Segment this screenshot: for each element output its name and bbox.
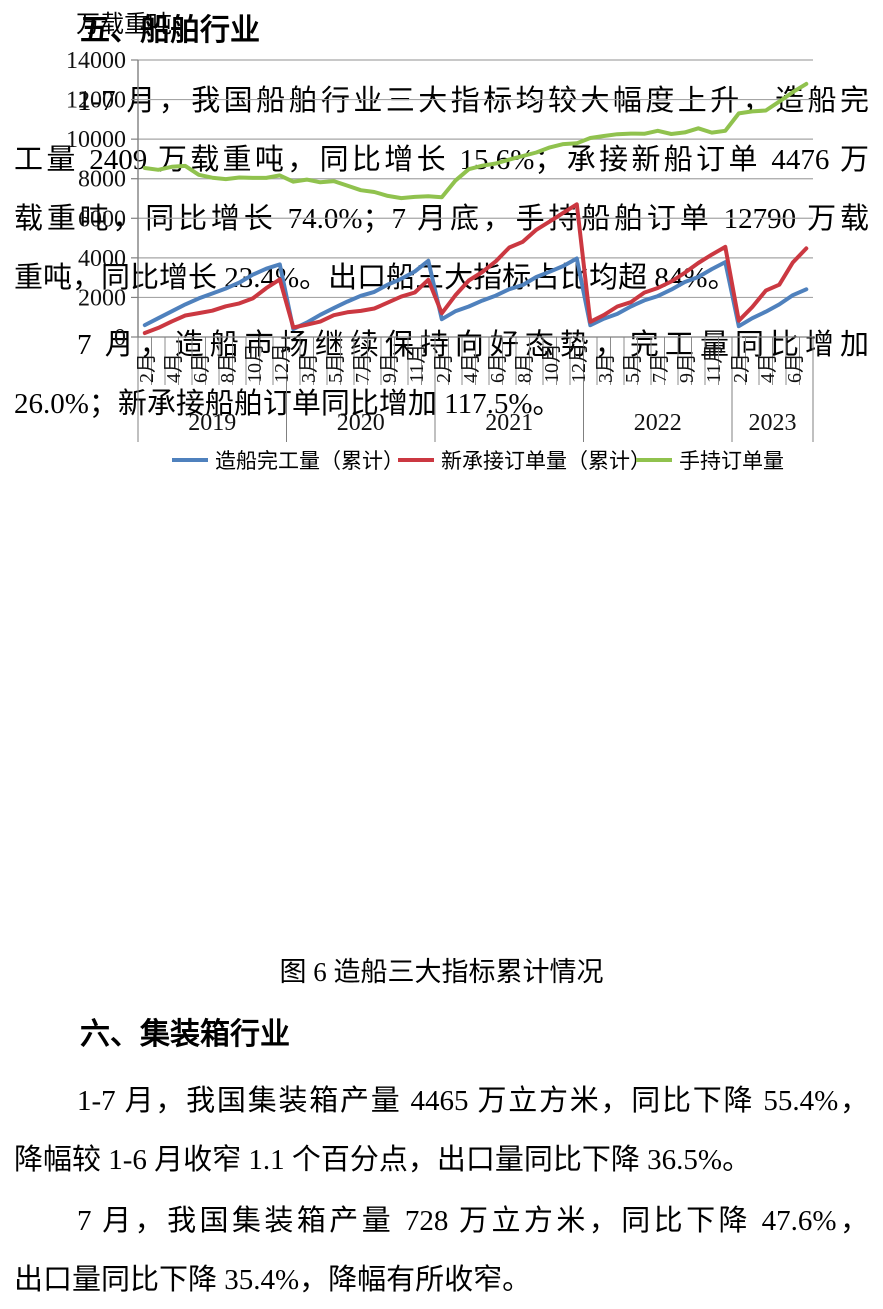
legend-line-swatch [172,458,208,462]
series-line-1 [142,202,809,335]
section-heading-container: 六、集装箱行业 [80,1018,290,1051]
series-line-2 [142,81,809,201]
x-axis-month-label: 7月 [649,353,671,383]
y-axis-label: 14000 [66,48,126,74]
y-axis-label: 6000 [78,206,126,232]
x-axis-month-label: 12月 [568,343,590,383]
chart-unit-label: 万载重吨 [76,12,172,38]
x-axis-month-label: 8月 [514,353,536,383]
y-axis-label: 12000 [66,88,126,114]
year-label: 2019 [188,410,236,436]
legend-label: 新承接订单量（累计） [441,449,651,473]
text-line: 载重吨，同比增长 74.0%；7 月底，手持船舶订单 12790 万载 [14,203,869,235]
x-axis-month-label: 11月 [703,344,725,383]
legend-item-1: 新承接订单量（累计） [398,444,651,476]
x-axis-month-label: 5月 [325,353,347,383]
y-axis-label: 0 [114,325,126,351]
text-line: 降幅较 1-6 月收窄 1.1 个百分点，出口量同比下降 36.5%。 [14,1144,752,1176]
line-chart-canvas: 0 2000 4000 6000 8000 10000 12000 14000 2019 2020… [66,48,814,442]
x-axis-month-label: 3月 [298,353,320,383]
x-axis-month-label: 9月 [676,353,698,383]
x-axis-month-label: 4月 [163,353,185,383]
text-line: 重吨，同比增长 23.4%。出口船三大指标占比均超 84%。 [14,262,737,294]
x-axis-month-label: 7月 [352,353,374,383]
y-axis-label: 10000 [66,127,126,153]
shipbuilding-indicators-chart: 万载重吨 0 2000 4000 6000 8000 10000 12000 14000 201… [0,0,883,492]
text-line: 1-7 月，我国船舶行业三大指标均较大幅度上升，造船完 [77,85,869,117]
paragraph-container-july: 7 月，我国集装箱产量 728 万立方米，同比下降 47.6%， 出口量同比下降 … [14,1192,869,1309]
year-label: 2023 [749,410,797,436]
text-line: 7 月，造船市场继续保持向好态势，完工量同比增加 [77,329,869,361]
legend-line-swatch [398,458,434,462]
x-axis-month-label: 9月 [379,353,401,383]
text-line: 26.0%；新承接船舶订单同比增加 117.5%。 [14,388,562,420]
paragraph-container-overview: 1-7 月，我国集装箱产量 4465 万立方米，同比下降 55.4%， 降幅较 1… [14,1072,869,1190]
year-label: 2022 [634,410,682,436]
x-axis-month-label: 3月 [595,353,617,383]
x-axis-month-label: 12月 [271,343,293,383]
x-axis-month-label: 2月 [730,353,752,383]
x-axis-month-label: 5月 [622,353,644,383]
year-label: 2020 [337,410,385,436]
paragraph-ship-july: 7 月，造船市场继续保持向好态势，完工量同比增加 26.0%；新承接船舶订单同比增… [14,316,869,434]
x-axis-month-label: 6月 [190,353,212,383]
x-axis-month-label: 4月 [757,353,779,383]
figure-caption: 图 6 造船三大指标累计情况 [279,957,604,987]
legend-label: 造船完工量（累计） [215,449,404,473]
y-axis-label: 8000 [78,167,126,193]
legend-line-swatch [636,458,672,462]
x-axis-month-label: 10月 [541,343,563,383]
legend-item-0: 造船完工量（累计） [172,444,404,476]
chart-legend: 造船完工量（累计） 新承接订单量（累计） 手持订单量 [0,444,883,476]
text-line: 出口量同比下降 35.4%，降幅有所收窄。 [14,1264,532,1296]
x-axis-month-label: 6月 [784,353,806,383]
legend-item-2: 手持订单量 [636,444,784,476]
x-axis-month-label: 2月 [136,353,158,383]
x-axis-month-label: 10月 [244,343,266,383]
text-line: 1-7 月，我国集装箱产量 4465 万立方米，同比下降 55.4%， [77,1085,869,1117]
x-axis-month-label: 4月 [460,353,482,383]
series-line-0 [142,256,809,332]
y-axis-label: 4000 [78,246,126,272]
x-axis-month-label: 8月 [217,353,239,383]
x-axis-month-label: 2月 [433,353,455,383]
y-axis-label: 2000 [78,285,126,311]
section-heading-shipbuilding: 五、船舶行业 [80,14,260,47]
text-line: 7 月，我国集装箱产量 728 万立方米，同比下降 47.6%， [77,1205,869,1237]
paragraph-ship-overview: 1-7 月，我国船舶行业三大指标均较大幅度上升，造船完 工量 2409 万载重吨，… [14,72,869,308]
x-axis-month-label: 6月 [487,353,509,383]
year-label: 2021 [485,410,533,436]
legend-label: 手持订单量 [679,449,784,473]
x-axis-month-label: 11月 [406,344,428,383]
